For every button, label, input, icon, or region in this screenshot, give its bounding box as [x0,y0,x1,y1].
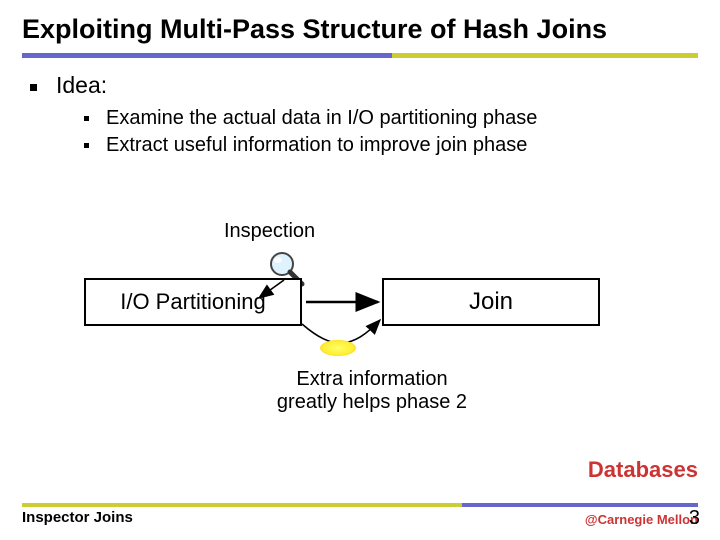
slide-content: Idea: Examine the actual data in I/O par… [22,58,698,159]
extra-line2: greatly helps phase 2 [277,391,467,413]
subbullet-1: Examine the actual data in I/O partition… [84,105,698,132]
footer-rule [22,503,698,507]
footer-left: Inspector Joins [22,509,133,526]
slide-title: Exploiting Multi-Pass Structure of Hash … [22,14,698,45]
bullet-idea-label: Idea: [56,72,107,98]
diagram: Inspection I/O Partitioning Join Extra i… [84,220,644,430]
extra-info-label: Extra information greatly helps phase 2 [242,368,502,414]
footer-brand: Databases [588,459,698,481]
highlight-oval-icon [320,340,356,356]
page-number: 3 [689,507,700,530]
slide: Exploiting Multi-Pass Structure of Hash … [0,0,720,540]
bullet-idea: Idea: Examine the actual data in I/O par… [28,72,698,159]
subbullet-2: Extract useful information to improve jo… [84,132,698,159]
brand-cmu: @Carnegie Mellon [585,513,698,526]
footer: Databases Inspector Joins @Carnegie Mell… [0,481,720,526]
extra-line1: Extra information [296,368,447,390]
brand-databases: Databases [588,459,698,481]
title-rule [22,53,698,58]
